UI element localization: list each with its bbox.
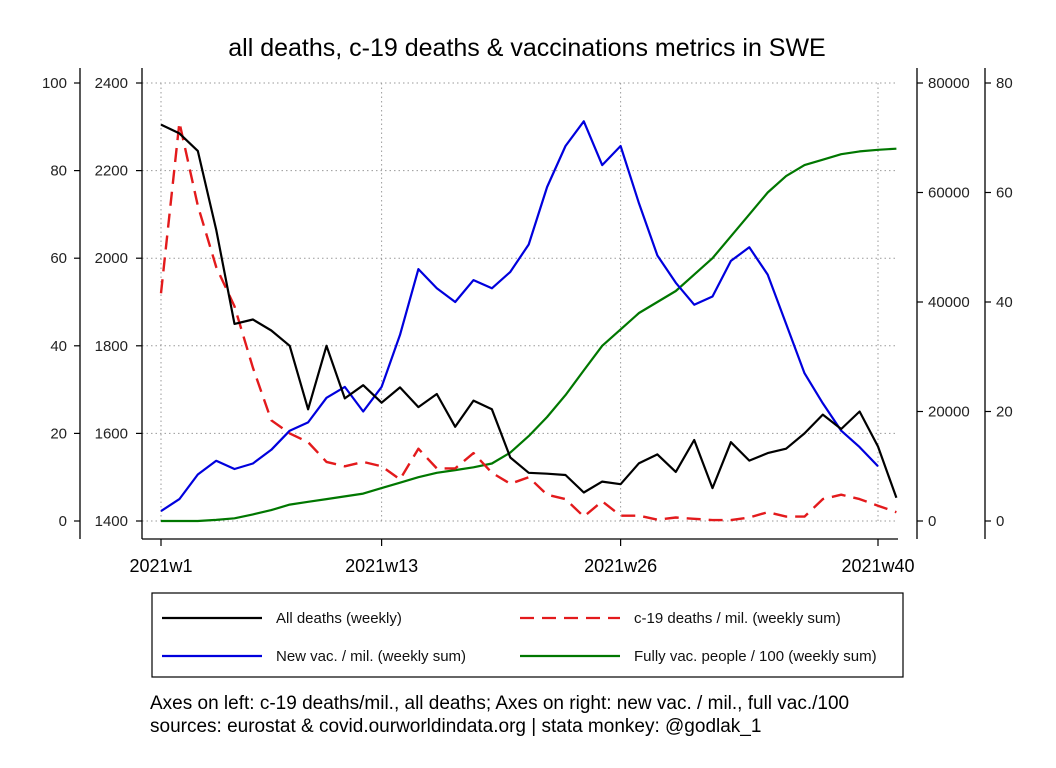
legend-label-1: c-19 deaths / mil. (weekly sum) (634, 610, 841, 627)
right-inner-axis-tick-label: 20000 (928, 404, 970, 421)
legend-label-3: Fully vac. people / 100 (weekly sum) (634, 648, 877, 665)
series-line-3 (161, 147, 897, 523)
legend-box (151, 592, 904, 678)
right-inner-axis-tick-label: 0 (928, 513, 936, 530)
x-tick-label: 2021w1 (129, 556, 192, 576)
left-inner-axis-tick-label: 2400 (95, 75, 128, 92)
x-tick-label: 2021w40 (841, 556, 914, 576)
chart-title: all deaths, c-19 deaths & vaccinations m… (228, 34, 826, 62)
left-outer-axis-tick-label: 80 (50, 163, 67, 180)
legend-label-0: All deaths (weekly) (276, 610, 402, 627)
left-outer-axis-tick-label: 0 (59, 513, 67, 530)
series-line-1 (159, 121, 897, 522)
axes: 0204060801001400160018002000220024000200… (42, 68, 1013, 576)
left-outer-axis-tick-label: 100 (42, 75, 67, 92)
x-tick-label: 2021w13 (345, 556, 418, 576)
right-outer-axis-tick-label: 60 (996, 185, 1013, 202)
footer-sources: sources: eurostat & covid.ourworldindata… (150, 716, 762, 737)
series-line-2 (160, 120, 879, 513)
right-inner-axis-tick-label: 80000 (928, 75, 970, 92)
footer-axes-note: Axes on left: c-19 deaths/mil., all deat… (150, 693, 850, 714)
left-inner-axis-tick-label: 1600 (95, 425, 128, 442)
right-outer-axis-tick-label: 20 (996, 404, 1013, 421)
legend: All deaths (weekly) c-19 deaths / mil. (w… (151, 592, 904, 678)
series-line-0 (160, 123, 898, 499)
right-outer-axis-tick-label: 80 (996, 75, 1013, 92)
x-tick-label: 2021w26 (584, 556, 657, 576)
legend-label-2: New vac. / mil. (weekly sum) (276, 648, 466, 665)
left-outer-axis-tick-label: 60 (50, 250, 67, 267)
left-inner-axis-tick-label: 2000 (95, 250, 128, 267)
right-inner-axis-tick-label: 60000 (928, 185, 970, 202)
left-inner-axis-tick-label: 1800 (95, 338, 128, 355)
left-outer-axis-tick-label: 20 (50, 425, 67, 442)
left-outer-axis-tick-label: 40 (50, 338, 67, 355)
series-layer (159, 120, 898, 523)
left-inner-axis-tick-label: 1400 (95, 513, 128, 530)
gridlines (142, 82, 898, 522)
right-inner-axis-tick-label: 40000 (928, 294, 970, 311)
left-inner-axis-tick-label: 2200 (95, 163, 128, 180)
right-outer-axis-tick-label: 40 (996, 294, 1013, 311)
right-outer-axis-tick-label: 0 (996, 513, 1004, 530)
